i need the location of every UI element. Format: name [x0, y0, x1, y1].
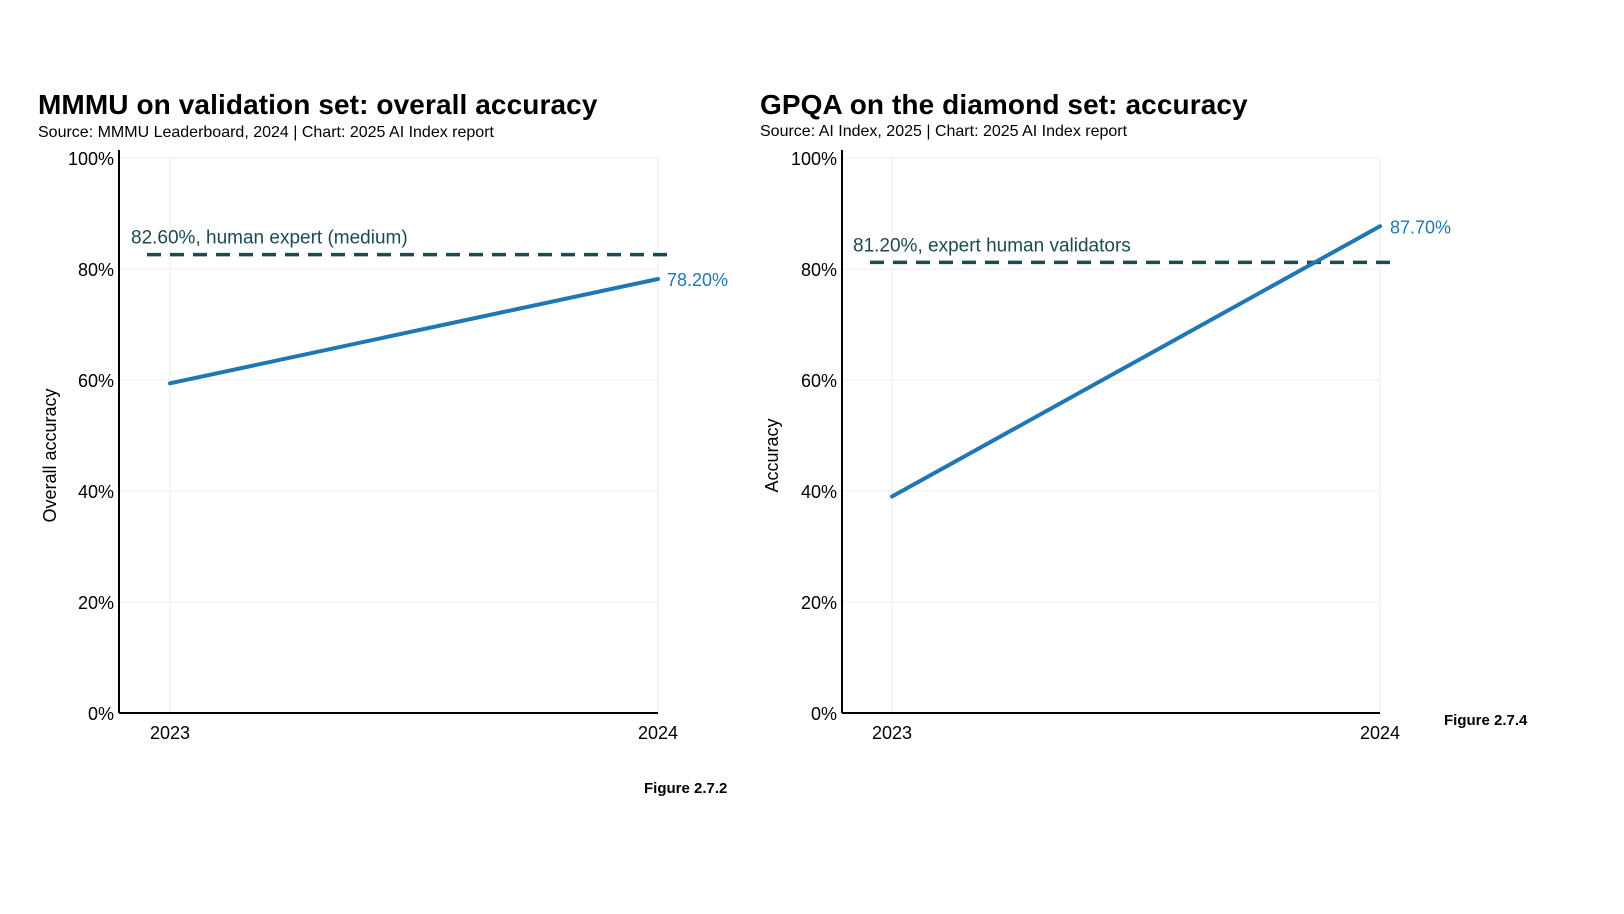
y-tick-label: 100% [791, 149, 837, 169]
y-tick-label: 20% [78, 593, 114, 613]
y-tick-label: 100% [68, 149, 114, 169]
x-tick-label: 2023 [150, 723, 190, 743]
y-tick-label: 40% [801, 482, 837, 502]
figure-label: Figure 2.7.2 [644, 780, 728, 797]
line-chart-mmmu: 0% 20% 40% 60% 80% 100% 2023 2024 Overall accura… [40, 149, 728, 743]
chart-title: GPQA on the diamond set: accuracy [760, 89, 1248, 120]
x-tick-label: 2024 [638, 723, 678, 743]
chart-subtitle: Source: AI Index, 2025 | Chart: 2025 AI … [760, 123, 1128, 140]
y-tick-label: 60% [801, 371, 837, 391]
y-tick-label: 80% [801, 260, 837, 280]
y-tick-label: 0% [811, 704, 837, 724]
series-line [890, 224, 1382, 499]
x-tick-label: 2024 [1360, 723, 1400, 743]
y-tick-label: 20% [801, 593, 837, 613]
y-tick-label: 60% [78, 371, 114, 391]
reference-line-label: 81.20%, expert human validators [853, 235, 1131, 256]
data-label: 78.20% [667, 270, 728, 290]
chart-title: MMMU on validation set: overall accuracy [38, 89, 598, 120]
data-label: 87.70% [1390, 217, 1451, 237]
y-tick-label: 40% [78, 482, 114, 502]
chart-panel-mmmu: MMMU on validation set: overall accuracy… [0, 0, 800, 914]
x-tick-label: 2023 [872, 723, 912, 743]
y-tick-label: 80% [78, 260, 114, 280]
y-axis-label: Overall accuracy [40, 388, 60, 522]
reference-line-label: 82.60%, human expert (medium) [131, 228, 408, 249]
y-tick-label: 0% [88, 704, 114, 724]
line-chart-gpqa: 0% 20% 40% 60% 80% 100% 2023 2024 Accuracy 81.20%… [762, 149, 1451, 743]
y-axis-label: Accuracy [762, 418, 782, 492]
figure-label: Figure 2.7.4 [1444, 712, 1528, 729]
series-line [168, 276, 660, 386]
chart-subtitle: Source: MMMU Leaderboard, 2024 | Chart: … [38, 124, 494, 141]
chart-panel-gpqa: GPQA on the diamond set: accuracy Source… [752, 0, 1624, 914]
